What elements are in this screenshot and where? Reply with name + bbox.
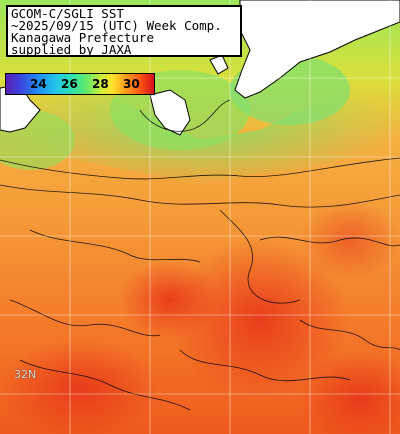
latitude-label: 32N — [14, 368, 37, 381]
legend-tick-28: 28 — [92, 77, 109, 91]
cool-coastal-water — [0, 70, 400, 185]
warm-patch — [120, 260, 220, 340]
warm-patch — [300, 350, 400, 434]
legend-tick-24: 24 — [30, 77, 47, 91]
info-line-date: ~2025/09/15 (UTC) Week Comp. — [11, 18, 222, 33]
warm-patch — [170, 240, 350, 400]
warm-patch — [300, 200, 400, 280]
sst-color-legend: 24 26 28 30 — [5, 73, 155, 95]
warm-patch — [0, 340, 160, 434]
legend-tick-30: 30 — [123, 77, 140, 91]
info-line-credit: supplied by JAXA — [11, 42, 132, 57]
legend-tick-26: 26 — [61, 77, 78, 91]
info-line-product: GCOM-C/SGLI SST — [11, 6, 124, 21]
info-line-region: Kanagawa Prefecture — [11, 30, 154, 45]
map-info-box: GCOM-C/SGLI SST ~2025/09/15 (UTC) Week C… — [6, 5, 242, 57]
land-miura — [149, 89, 191, 136]
